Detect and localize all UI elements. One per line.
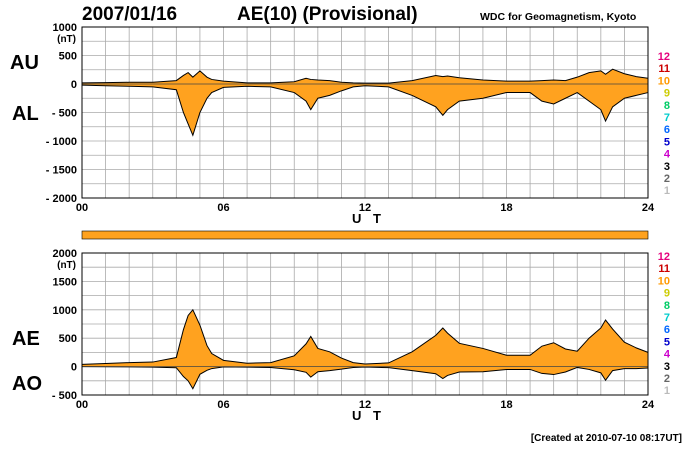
x-tick-label: 00 <box>76 399 88 411</box>
series-fill-area <box>82 69 648 136</box>
legend-entry: 4 <box>664 149 671 161</box>
y-tick-label: 500 <box>59 51 77 63</box>
x-tick-label: 06 <box>217 399 229 411</box>
legend-entry: 11 <box>658 263 670 275</box>
y-tick-label: - 500 <box>52 390 77 402</box>
legend-entry: 5 <box>664 136 670 148</box>
series-line-ao <box>81 366 649 390</box>
legend-entry: 6 <box>664 324 670 336</box>
y-tick-label: 500 <box>59 333 77 345</box>
legend-entry: 2 <box>664 373 670 385</box>
plot-frame <box>81 252 649 396</box>
legend-entry: 7 <box>664 312 670 324</box>
x-tick-label: 24 <box>642 202 655 214</box>
x-axis-label-bottom: U T <box>352 408 385 423</box>
legend-entry: 9 <box>664 88 670 100</box>
ao-label: AO <box>12 373 42 395</box>
legend-entry: 10 <box>658 75 670 87</box>
y-tick-label: 1000 <box>53 22 77 34</box>
ae-label: AE <box>12 328 40 350</box>
x-tick-label: 12 <box>359 399 371 411</box>
legend-entry: 6 <box>664 124 670 136</box>
legend-entry: 4 <box>664 349 671 361</box>
plot-frame <box>81 26 649 199</box>
unit-label: (nT) <box>57 34 76 45</box>
x-axis-label-top: U T <box>352 211 385 226</box>
plot-title: AE(10) (Provisional) <box>237 4 418 25</box>
panel-0: 1000 500 0 - 500 - 1000 - 1500 - 2000 (nT) 00 06 1… <box>46 22 671 214</box>
legend-entry: 7 <box>664 112 670 124</box>
legend-entry: 10 <box>658 275 670 287</box>
x-tick-label: 00 <box>76 202 88 214</box>
unit-label: (nT) <box>57 260 76 271</box>
y-tick-label: 1500 <box>53 276 77 288</box>
y-tick-label: - 1500 <box>46 165 77 177</box>
legend-entry: 12 <box>658 51 670 63</box>
data-source: WDC for Geomagnetism, Kyoto <box>480 11 637 23</box>
al-label: AL <box>12 103 39 125</box>
legend-entry: 1 <box>664 185 670 197</box>
au-label: AU <box>10 52 39 74</box>
y-tick-label: 0 <box>71 79 77 91</box>
series-line-al <box>81 84 649 137</box>
legend-entry: 2 <box>664 173 670 185</box>
y-tick-label: - 500 <box>52 108 77 120</box>
y-tick-label: - 2000 <box>46 193 77 205</box>
y-tick-label: 0 <box>71 362 77 374</box>
x-tick-label: 18 <box>500 399 512 411</box>
y-tick-label: 1000 <box>53 305 77 317</box>
x-tick-label: 12 <box>359 202 371 214</box>
y-tick-label: - 1000 <box>46 136 77 148</box>
x-tick-label: 18 <box>500 202 512 214</box>
legend-entry: 12 <box>658 251 670 263</box>
series-line-au <box>81 68 649 84</box>
legend-entry: 1 <box>664 385 670 397</box>
y-tick-label: 2000 <box>53 248 77 260</box>
legend-entry: 11 <box>658 63 670 75</box>
created-timestamp: [Created at 2010-07-10 08:17UT] <box>530 433 682 444</box>
series-line-ae <box>81 308 649 365</box>
plot-date: 2007/01/16 <box>82 4 178 25</box>
x-tick-label: 06 <box>217 202 229 214</box>
legend-entry: 3 <box>664 161 670 173</box>
x-tick-label: 24 <box>642 399 655 411</box>
legend-entry: 8 <box>664 300 670 312</box>
legend-entry: 3 <box>664 361 670 373</box>
legend-entry: 8 <box>664 100 670 112</box>
coverage-bar <box>81 230 649 240</box>
legend-entry: 5 <box>664 336 670 348</box>
legend-entry: 9 <box>664 288 670 300</box>
